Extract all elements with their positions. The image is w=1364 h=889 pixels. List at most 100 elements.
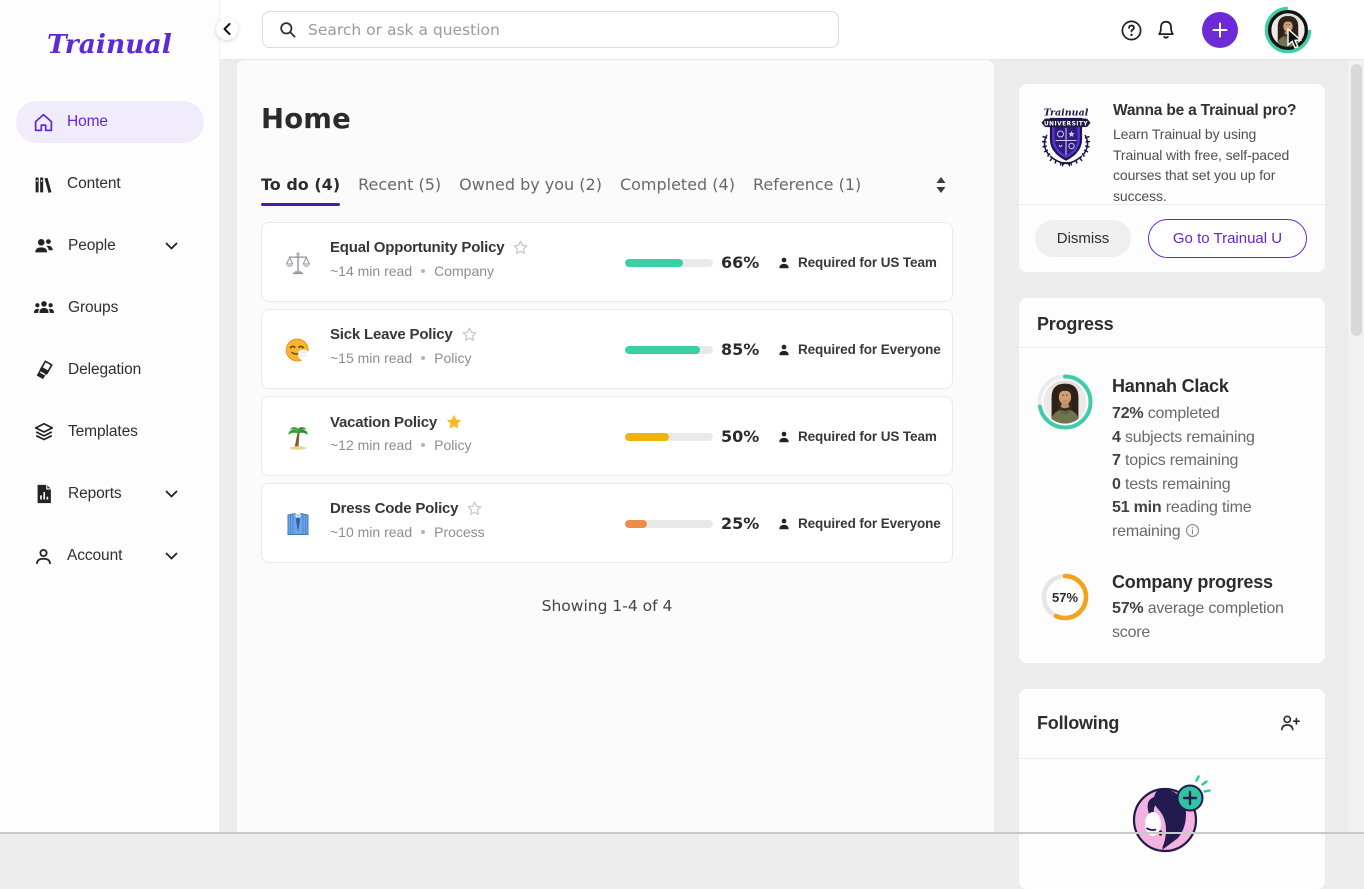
sidebar-item-label: Delegation: [68, 361, 141, 379]
sidebar-item-groups[interactable]: Groups: [16, 287, 204, 329]
reports-icon: [33, 483, 55, 505]
todo-title: Equal Opportunity Policy: [330, 239, 504, 256]
home-icon: [33, 112, 54, 133]
star-outline-icon[interactable]: [512, 239, 529, 256]
dot-separator: [421, 269, 425, 273]
star-outline-icon[interactable]: [461, 326, 478, 343]
bell-icon: [1155, 19, 1177, 41]
progress-percent: 50%: [721, 427, 759, 446]
templates-icon: [33, 421, 55, 443]
todo-title-row: Equal Opportunity Policy: [330, 239, 529, 256]
logo-text: Trainual: [47, 29, 172, 60]
dismiss-button[interactable]: Dismiss: [1035, 220, 1131, 257]
content-type: Policy: [434, 437, 471, 453]
progress-fill: [625, 520, 647, 528]
sidebar-item-people[interactable]: People: [16, 225, 204, 267]
mouse-cursor: [1284, 28, 1304, 55]
sidebar-item-account[interactable]: Account: [16, 535, 204, 577]
sidebar-item-label: Groups: [68, 299, 118, 317]
todo-title-row: Dress Code Policy: [330, 500, 483, 517]
sidebar-item-label: Templates: [68, 423, 138, 441]
required-for: Required for US Team: [777, 429, 937, 444]
content-icon: [33, 174, 54, 195]
progress-bar: [625, 346, 713, 354]
info-icon[interactable]: [1185, 523, 1200, 538]
page-title: Home: [261, 103, 351, 135]
tab-completed[interactable]: Completed (4): [620, 175, 735, 206]
sidebar-item-content[interactable]: Content: [16, 163, 204, 205]
sidebar-item-label: Account: [67, 547, 122, 565]
following-title: Following: [1037, 713, 1119, 734]
plus-icon: [1211, 21, 1229, 39]
todo-title: Vacation Policy: [330, 414, 437, 431]
tab-reference[interactable]: Reference (1): [753, 175, 861, 206]
progress-fill: [625, 346, 700, 354]
person-icon: [777, 343, 791, 357]
company-progress-percent: 57%: [1041, 573, 1089, 621]
right-sidebar: Trainual UNIVERSITY Wanna be a Trainual …: [1019, 60, 1325, 889]
content-type: Company: [434, 263, 494, 279]
sidebar-item-delegation[interactable]: Delegation: [16, 349, 204, 391]
trainual-university-badge: Trainual UNIVERSITY: [1037, 105, 1095, 169]
sidebar-item-label: Home: [67, 113, 108, 131]
required-for: Required for US Team: [777, 255, 937, 270]
sidebar: Trainual Home Content People Groups Dele…: [0, 0, 220, 834]
add-person-button[interactable]: [1279, 713, 1301, 738]
sort-button[interactable]: [934, 177, 948, 198]
sort-icon: [934, 177, 948, 193]
stat-line: 51 min reading time remaining: [1112, 496, 1318, 543]
todo-list: Equal Opportunity Policy ~14 min read Co…: [261, 222, 953, 570]
sidebar-item-label: People: [68, 237, 116, 255]
todo-meta: ~12 min read Policy: [330, 437, 471, 453]
topbar: Search or ask a question: [220, 0, 1364, 60]
todo-row-sick-leave[interactable]: Sick Leave Policy ~15 min read Policy 85…: [261, 309, 953, 389]
progress-bar: [625, 259, 713, 267]
company-progress-summary: 57% average completion score: [1112, 597, 1324, 644]
required-for-label: Required for US Team: [798, 255, 937, 270]
person-icon: [777, 256, 791, 270]
todo-row-vacation[interactable]: Vacation Policy ~12 min read Policy 50% …: [261, 396, 953, 476]
progress-percent: 66%: [721, 253, 759, 272]
necktie-icon: [285, 511, 311, 537]
pagination-summary: Showing 1-4 of 4: [261, 597, 953, 615]
progress-card: Progress Hannah Clack 72% completed 4 su…: [1019, 298, 1325, 663]
user-progress-avatar: [1037, 374, 1093, 430]
read-time: ~15 min read: [330, 350, 412, 366]
sidebar-item-templates[interactable]: Templates: [16, 411, 204, 453]
todo-row-dress-code[interactable]: Dress Code Policy ~10 min read Process 2…: [261, 483, 953, 563]
company-progress-title: Company progress: [1112, 572, 1273, 593]
sidebar-collapse-button[interactable]: [216, 18, 238, 40]
svg-text:UNIVERSITY: UNIVERSITY: [1044, 121, 1088, 127]
progress-bar: [625, 520, 713, 528]
balance-scale-icon: [285, 250, 311, 276]
go-to-trainual-u-button[interactable]: Go to Trainual U: [1148, 219, 1307, 258]
star-outline-icon[interactable]: [466, 500, 483, 517]
tab-recent[interactable]: Recent (5): [358, 175, 441, 206]
tab-owned-by-you[interactable]: Owned by you (2): [459, 175, 602, 206]
todo-title-row: Vacation Policy: [330, 413, 463, 431]
company-progress-donut: 57%: [1041, 573, 1089, 621]
todo-title-row: Sick Leave Policy: [330, 326, 478, 343]
read-time: ~14 min read: [330, 263, 412, 279]
trainual-logo[interactable]: Trainual: [46, 20, 182, 73]
todo-row-equal-opportunity[interactable]: Equal Opportunity Policy ~14 min read Co…: [261, 222, 953, 302]
stat-line: 4 subjects remaining: [1112, 426, 1318, 450]
delegation-icon: [33, 359, 55, 381]
star-filled-icon[interactable]: [445, 413, 463, 431]
chevron-down-icon: [165, 242, 178, 250]
following-card: Following: [1019, 689, 1325, 889]
tab-to-do[interactable]: To do (4): [261, 175, 340, 206]
user-progress-stats: 72% completed 4 subjects remaining 7 top…: [1112, 402, 1318, 543]
stat-line: 0 tests remaining: [1112, 473, 1318, 497]
content-type: Policy: [434, 350, 471, 366]
sidebar-item-home[interactable]: Home: [16, 101, 204, 143]
chevron-down-icon: [165, 552, 178, 560]
scrollbar-thumb[interactable]: [1351, 64, 1362, 336]
notifications-button[interactable]: [1153, 17, 1179, 43]
progress-percent: 85%: [721, 340, 759, 359]
progress-fill: [625, 259, 683, 267]
todo-title: Sick Leave Policy: [330, 326, 453, 343]
sidebar-item-reports[interactable]: Reports: [16, 473, 204, 515]
help-button[interactable]: [1118, 17, 1144, 43]
add-button[interactable]: [1202, 12, 1238, 48]
